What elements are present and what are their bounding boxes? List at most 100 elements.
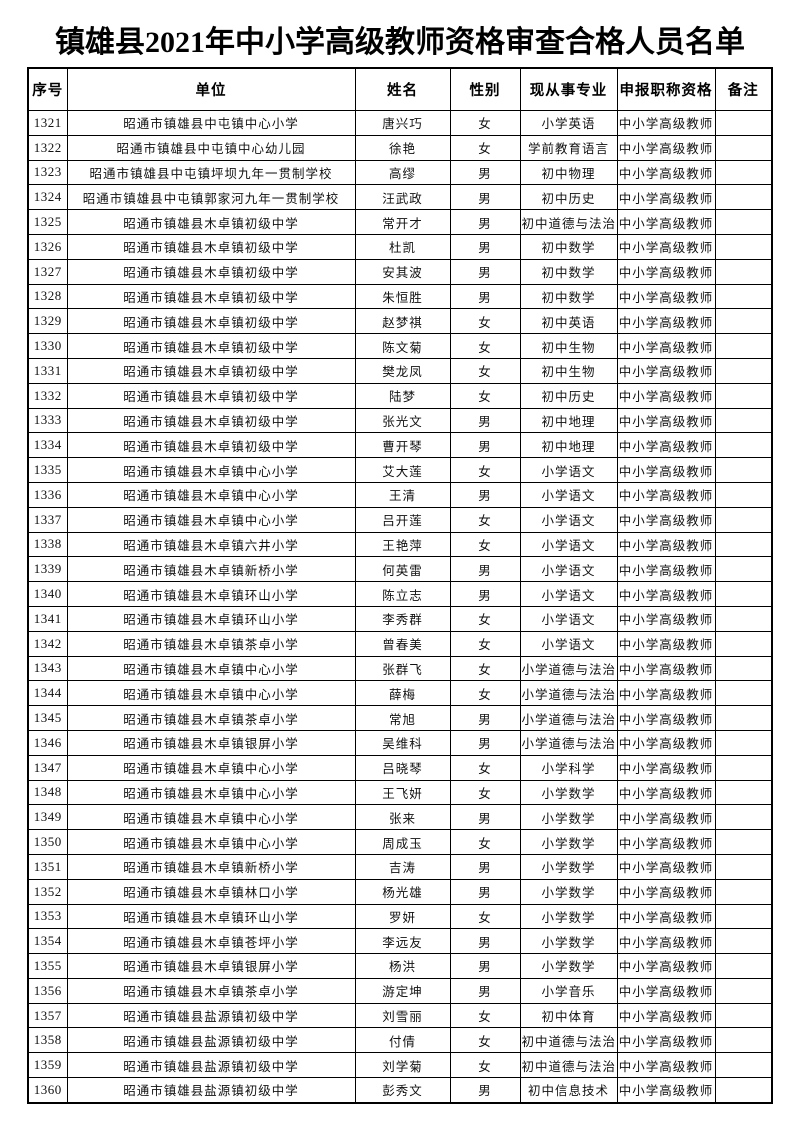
cell-remark: [714, 729, 773, 756]
cell-name: 艾大莲: [354, 457, 451, 483]
cell-remark: [714, 953, 773, 979]
cell-unit: 昭通市镇雄县木卓镇林口小学: [66, 878, 356, 905]
cell-gender: 男: [449, 729, 521, 756]
cell-unit: 昭通市镇雄县木卓镇初级中学: [66, 209, 356, 235]
cell-remark: [714, 705, 773, 731]
cell-name: 杨洪: [354, 953, 451, 979]
cell-major: 小学语文: [519, 531, 618, 558]
cell-serial: 1345: [27, 705, 68, 731]
cell-major: 小学数学: [519, 928, 618, 955]
table-row: 1325 昭通市镇雄县木卓镇初级中学 常开才男初中道德与法治 中小学高级教师: [27, 209, 773, 235]
cell-serial: 1352: [27, 878, 68, 905]
cell-remark: [714, 1027, 773, 1054]
table-row: 1341 昭通市镇雄县木卓镇环山小学 李秀群女小学语文 中小学高级教师: [27, 605, 773, 632]
table-row: 1342 昭通市镇雄县木卓镇茶卓小学 曾春美女小学语文 中小学高级教师: [27, 630, 773, 657]
table-row: 1324 昭通市镇雄县中屯镇郭家河九年一贯制学校 汪武政男初中历史 中小学高级教师: [27, 184, 773, 211]
cell-serial: 1334: [27, 432, 68, 459]
table-row: 1359 昭通市镇雄县盐源镇初级中学 刘学菊女初中道德与法治 中小学高级教师: [27, 1052, 773, 1079]
cell-serial: 1339: [27, 556, 68, 583]
cell-serial: 1359: [27, 1052, 68, 1079]
cell-declared-title: 中小学高级教师: [616, 928, 716, 955]
cell-serial: 1332: [27, 382, 68, 409]
cell-remark: [714, 531, 773, 558]
cell-gender: 男: [449, 283, 521, 310]
table-row: 1333 昭通市镇雄县木卓镇初级中学 张光文男初中地理 中小学高级教师: [27, 407, 773, 434]
cell-name: 彭秀文: [354, 1077, 451, 1104]
cell-declared-title: 中小学高级教师: [616, 754, 716, 781]
cell-remark: [714, 134, 773, 161]
cell-major: 小学语文: [519, 581, 618, 607]
cell-name: 陆梦: [354, 382, 451, 409]
table-row: 1335 昭通市镇雄县木卓镇中心小学 艾大莲女小学语文 中小学高级教师: [27, 457, 773, 483]
cell-major: 小学道德与法治: [519, 705, 618, 731]
cell-major: 小学语文: [519, 457, 618, 483]
table-row: 1349 昭通市镇雄县木卓镇中心小学 张来男小学数学 中小学高级教师: [27, 804, 773, 831]
cell-declared-title: 中小学高级教师: [616, 1002, 716, 1029]
cell-unit: 昭通市镇雄县木卓镇初级中学: [66, 432, 356, 459]
table-row: 1347 昭通市镇雄县木卓镇中心小学 吕晓琴女小学科学 中小学高级教师: [27, 754, 773, 781]
cell-name: 杨光雄: [354, 878, 451, 905]
cell-gender: 男: [449, 481, 521, 508]
table-row: 1343 昭通市镇雄县木卓镇中心小学 张群飞女小学道德与法治 中小学高级教师: [27, 655, 773, 682]
table-row: 1322 昭通市镇雄县中屯镇中心幼儿园 徐艳女学前教育语言 中小学高级教师: [27, 134, 773, 161]
cell-serial: 1360: [27, 1077, 68, 1104]
cell-gender: 女: [449, 779, 521, 806]
cell-gender: 男: [449, 407, 521, 434]
cell-serial: 1351: [27, 853, 68, 880]
cell-major: 小学科学: [519, 754, 618, 781]
cell-gender: 女: [449, 134, 521, 161]
cell-declared-title: 中小学高级教师: [616, 605, 716, 632]
table-row: 1345 昭通市镇雄县木卓镇茶卓小学 常旭男小学道德与法治 中小学高级教师: [27, 705, 773, 731]
table-row: 1354 昭通市镇雄县木卓镇苍坪小学 李远友男小学数学 中小学高级教师: [27, 928, 773, 955]
cell-name: 吉涛: [354, 853, 451, 880]
cell-serial: 1329: [27, 308, 68, 335]
table-header-row: 序号 单位 姓名 性别 现从事专业 申报职称资格 备注: [27, 67, 773, 111]
cell-name: 樊龙凤: [354, 357, 451, 384]
cell-declared-title: 中小学高级教师: [616, 159, 716, 186]
cell-unit: 昭通市镇雄县中屯镇中心小学: [66, 110, 356, 136]
cell-name: 李秀群: [354, 605, 451, 632]
cell-serial: 1326: [27, 233, 68, 260]
cell-unit: 昭通市镇雄县木卓镇中心小学: [66, 680, 356, 707]
cell-major: 小学道德与法治: [519, 729, 618, 756]
cell-major: 小学英语: [519, 110, 618, 136]
cell-gender: 女: [449, 1002, 521, 1029]
table-row: 1346 昭通市镇雄县木卓镇银屏小学 吴维科男小学道德与法治 中小学高级教师: [27, 729, 773, 756]
cell-gender: 女: [449, 829, 521, 855]
cell-serial: 1355: [27, 953, 68, 979]
cell-declared-title: 中小学高级教师: [616, 531, 716, 558]
cell-gender: 男: [449, 705, 521, 731]
cell-declared-title: 中小学高级教师: [616, 853, 716, 880]
cell-unit: 昭通市镇雄县木卓镇中心小学: [66, 829, 356, 855]
cell-name: 张光文: [354, 407, 451, 434]
table-row: 1344 昭通市镇雄县木卓镇中心小学 薛梅女小学道德与法治 中小学高级教师: [27, 680, 773, 707]
cell-gender: 男: [449, 953, 521, 979]
cell-gender: 男: [449, 184, 521, 211]
cell-gender: 男: [449, 928, 521, 955]
cell-declared-title: 中小学高级教师: [616, 1052, 716, 1079]
cell-name: 杜凯: [354, 233, 451, 260]
cell-name: 李远友: [354, 928, 451, 955]
cell-remark: [714, 1002, 773, 1029]
cell-serial: 1358: [27, 1027, 68, 1054]
cell-gender: 女: [449, 630, 521, 657]
cell-gender: 女: [449, 903, 521, 930]
cell-remark: [714, 357, 773, 384]
cell-serial: 1343: [27, 655, 68, 682]
cell-serial: 1347: [27, 754, 68, 781]
col-unit: 单位: [66, 67, 356, 111]
cell-name: 朱恒胜: [354, 283, 451, 310]
table-row: 1332 昭通市镇雄县木卓镇初级中学 陆梦女初中历史 中小学高级教师: [27, 382, 773, 409]
cell-unit: 昭通市镇雄县木卓镇新桥小学: [66, 556, 356, 583]
cell-declared-title: 中小学高级教师: [616, 283, 716, 310]
cell-name: 曾春美: [354, 630, 451, 657]
cell-declared-title: 中小学高级教师: [616, 382, 716, 409]
cell-name: 王艳萍: [354, 531, 451, 558]
cell-major: 初中历史: [519, 184, 618, 211]
cell-remark: [714, 556, 773, 583]
cell-major: 初中历史: [519, 382, 618, 409]
cell-major: 学前教育语言: [519, 134, 618, 161]
cell-unit: 昭通市镇雄县木卓镇环山小学: [66, 581, 356, 607]
cell-unit: 昭通市镇雄县木卓镇初级中学: [66, 407, 356, 434]
table-row: 1340 昭通市镇雄县木卓镇环山小学 陈立志男小学语文 中小学高级教师: [27, 581, 773, 607]
